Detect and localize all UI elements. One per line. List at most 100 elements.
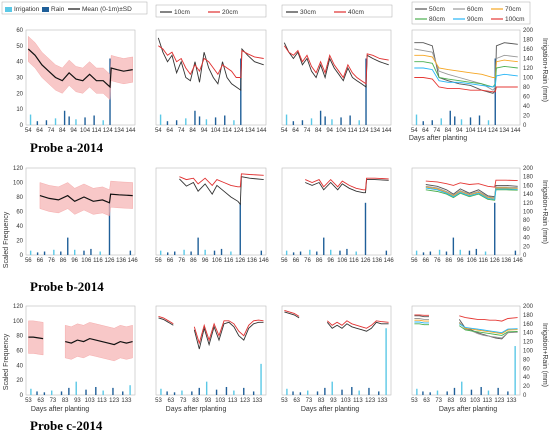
series-line-40cm — [305, 177, 389, 191]
bar-irrigation-rain — [36, 121, 39, 125]
bar-irrigation-rain — [129, 250, 132, 255]
legend-label: 40cm — [348, 9, 364, 16]
x-tick-label: 124 — [103, 128, 114, 134]
x-tick-label: 96 — [202, 258, 209, 264]
y-tick-label-right: 100 — [523, 349, 534, 355]
bar-irrigation-rain — [194, 110, 196, 125]
x-tick-label: 146 — [259, 258, 270, 264]
panel-1-1: 54 64 74 84 94 104 114 124 134 144 0 10 20 30 40 50 60 — [16, 28, 136, 134]
panel-3-1: 53 63 73 83 93 103 113 123 133 0 20 40 60 80 100 120 — [13, 304, 136, 404]
legend-item: 100cm — [491, 16, 525, 23]
bar-irrigation-rain — [351, 386, 353, 395]
panel-3-3: 53 63 73 83 93 103 113 123 133 — [281, 305, 392, 404]
y-tick-label-left: 60 — [16, 349, 23, 355]
bar-irrigation-rain — [166, 391, 168, 395]
bar-irrigation-rain — [160, 388, 162, 395]
bar-irrigation-rain — [368, 387, 370, 395]
bar-irrigation-rain — [233, 390, 235, 395]
x-tick-label: 134 — [370, 128, 381, 134]
x-tick-label: 74 — [48, 128, 55, 134]
bar-irrigation-rain — [53, 249, 55, 255]
bar-irrigation-rain — [205, 381, 208, 395]
legend-item: 30cm — [286, 9, 316, 16]
bar-irrigation-rain — [36, 391, 38, 395]
bar-irrigation-rain — [214, 117, 217, 125]
y-tick-label-left: 80 — [16, 195, 23, 201]
legend-label: 80cm — [429, 16, 445, 23]
x-tick-label: 84 — [59, 128, 66, 134]
series-line-10cm — [157, 37, 264, 92]
x-tick-label: 64 — [292, 128, 299, 134]
bar-irrigation-rain — [292, 121, 295, 125]
x-tick-label: 106 — [337, 258, 348, 264]
x-tick-label: 73 — [50, 398, 57, 404]
bar-irrigation-rain — [365, 58, 367, 125]
y-tick-label-left: 20 — [16, 378, 23, 384]
bar-irrigation-rain — [36, 252, 39, 255]
bar-irrigation-rain — [167, 252, 169, 255]
y-tick-label-left: 50 — [16, 44, 23, 50]
bar-irrigation-rain — [67, 237, 69, 255]
bar-irrigation-rain — [174, 251, 176, 255]
legend-box-col2 — [155, 4, 267, 18]
bar-irrigation-rain — [260, 363, 262, 395]
x-tick-label: 94 — [201, 128, 208, 134]
y-tick-label-left: 80 — [16, 334, 23, 340]
bar-irrigation-rain — [84, 117, 86, 125]
x-tick-label: 103 — [215, 398, 226, 404]
bar-irrigation-rain — [54, 118, 57, 125]
x-tick-label: 116 — [224, 258, 234, 264]
x-tick-label: 53 — [411, 398, 418, 404]
series-line-90cm — [414, 67, 518, 88]
plot-area — [411, 305, 521, 396]
bar-irrigation-rain — [83, 250, 85, 255]
plot-area — [411, 29, 521, 126]
x-tick-label: 73 — [435, 398, 442, 404]
bar-irrigation-rain — [29, 114, 32, 125]
x-tick-label: 84 — [445, 128, 452, 134]
bar-irrigation-rain — [240, 58, 242, 125]
legend-item: Rain — [42, 6, 65, 13]
series-line-70cm — [425, 186, 518, 199]
x-tick-label: 56 — [25, 258, 32, 264]
y-tick-label-right: 40 — [523, 236, 530, 242]
bar-irrigation-rain — [340, 117, 342, 125]
panel-3-4: 53 63 73 83 93 103 113 123 133 0 20 40 60 80 100 120 140… — [411, 304, 534, 404]
y-tick-label-right: 200 — [523, 28, 534, 34]
legend-label: 100cm — [505, 16, 525, 23]
x-tick-label: 76 — [178, 258, 185, 264]
bar-irrigation-rain — [307, 390, 309, 395]
bar-irrigation-rain — [85, 389, 87, 395]
series-line-10cm — [158, 317, 264, 350]
x-tick-label: 116 — [478, 258, 488, 264]
bar-irrigation-rain — [90, 248, 92, 255]
plot-area — [155, 305, 267, 396]
x-tick-label: 56 — [411, 258, 418, 264]
plot-area — [281, 29, 392, 126]
bar-irrigation-rain — [183, 249, 185, 255]
bar-irrigation-rain — [51, 390, 53, 395]
bar-irrigation-rain — [341, 389, 343, 395]
x-tick-label: 76 — [304, 258, 311, 264]
y-tick-label-right: 60 — [523, 95, 530, 101]
bar-irrigation-rain — [93, 115, 95, 125]
x-tick-label: 74 — [433, 128, 440, 134]
bar-irrigation-rain — [233, 120, 235, 125]
bar-irrigation-rain — [60, 251, 62, 255]
x-tick-label: 104 — [80, 128, 91, 134]
bar-irrigation-rain — [497, 387, 499, 395]
x-tick-label: 54 — [25, 128, 32, 134]
bar-irrigation-rain — [349, 115, 351, 125]
series-line-mean-0-1m-sd — [27, 48, 133, 89]
legend-item: 40cm — [334, 9, 364, 16]
bar-irrigation-rain — [445, 251, 448, 255]
bar-irrigation-rain — [429, 392, 431, 395]
bar-irrigation-rain — [197, 237, 199, 255]
plot-area — [155, 29, 267, 126]
bar-irrigation-rain — [468, 250, 471, 255]
x-tick-label: 56 — [281, 258, 288, 264]
x-tick-label: 96 — [71, 258, 78, 264]
series-line-mean-0-1m-sd — [39, 193, 133, 204]
legend-item: 20cm — [208, 9, 238, 16]
